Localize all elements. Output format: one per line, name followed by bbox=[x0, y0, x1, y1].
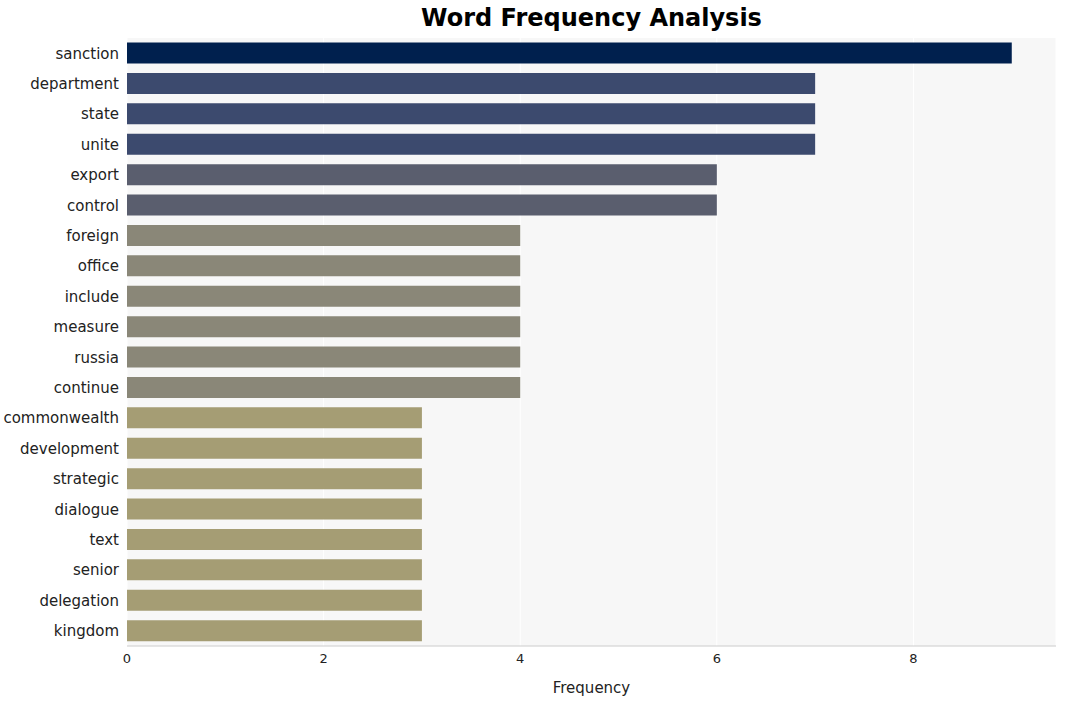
svg-text:measure: measure bbox=[54, 318, 119, 336]
svg-text:continue: continue bbox=[54, 379, 119, 397]
svg-text:strategic: strategic bbox=[53, 470, 119, 488]
svg-text:commonwealth: commonwealth bbox=[8, 409, 119, 427]
svg-text:sanction: sanction bbox=[56, 45, 120, 63]
svg-text:department: department bbox=[30, 75, 119, 93]
svg-text:delegation: delegation bbox=[39, 592, 119, 610]
svg-text:export: export bbox=[70, 166, 119, 184]
svg-text:2: 2 bbox=[319, 651, 327, 666]
svg-text:Frequency: Frequency bbox=[553, 679, 631, 697]
svg-text:senior: senior bbox=[73, 561, 120, 579]
svg-text:include: include bbox=[65, 288, 119, 306]
svg-text:unite: unite bbox=[81, 136, 119, 154]
svg-text:control: control bbox=[67, 197, 119, 215]
svg-text:4: 4 bbox=[516, 651, 524, 666]
svg-text:development: development bbox=[20, 440, 119, 458]
svg-text:0: 0 bbox=[123, 651, 131, 666]
svg-text:dialogue: dialogue bbox=[55, 501, 119, 519]
svg-text:russia: russia bbox=[74, 349, 119, 367]
svg-text:office: office bbox=[78, 257, 119, 275]
svg-text:text: text bbox=[89, 531, 119, 549]
svg-text:6: 6 bbox=[713, 651, 721, 666]
svg-text:state: state bbox=[81, 105, 119, 123]
svg-text:8: 8 bbox=[909, 651, 917, 666]
html-text:Word Frequency Analysis: Word Frequency Analysis bbox=[421, 4, 762, 32]
svg-text:kingdom: kingdom bbox=[54, 622, 119, 640]
svg-text:foreign: foreign bbox=[66, 227, 119, 245]
